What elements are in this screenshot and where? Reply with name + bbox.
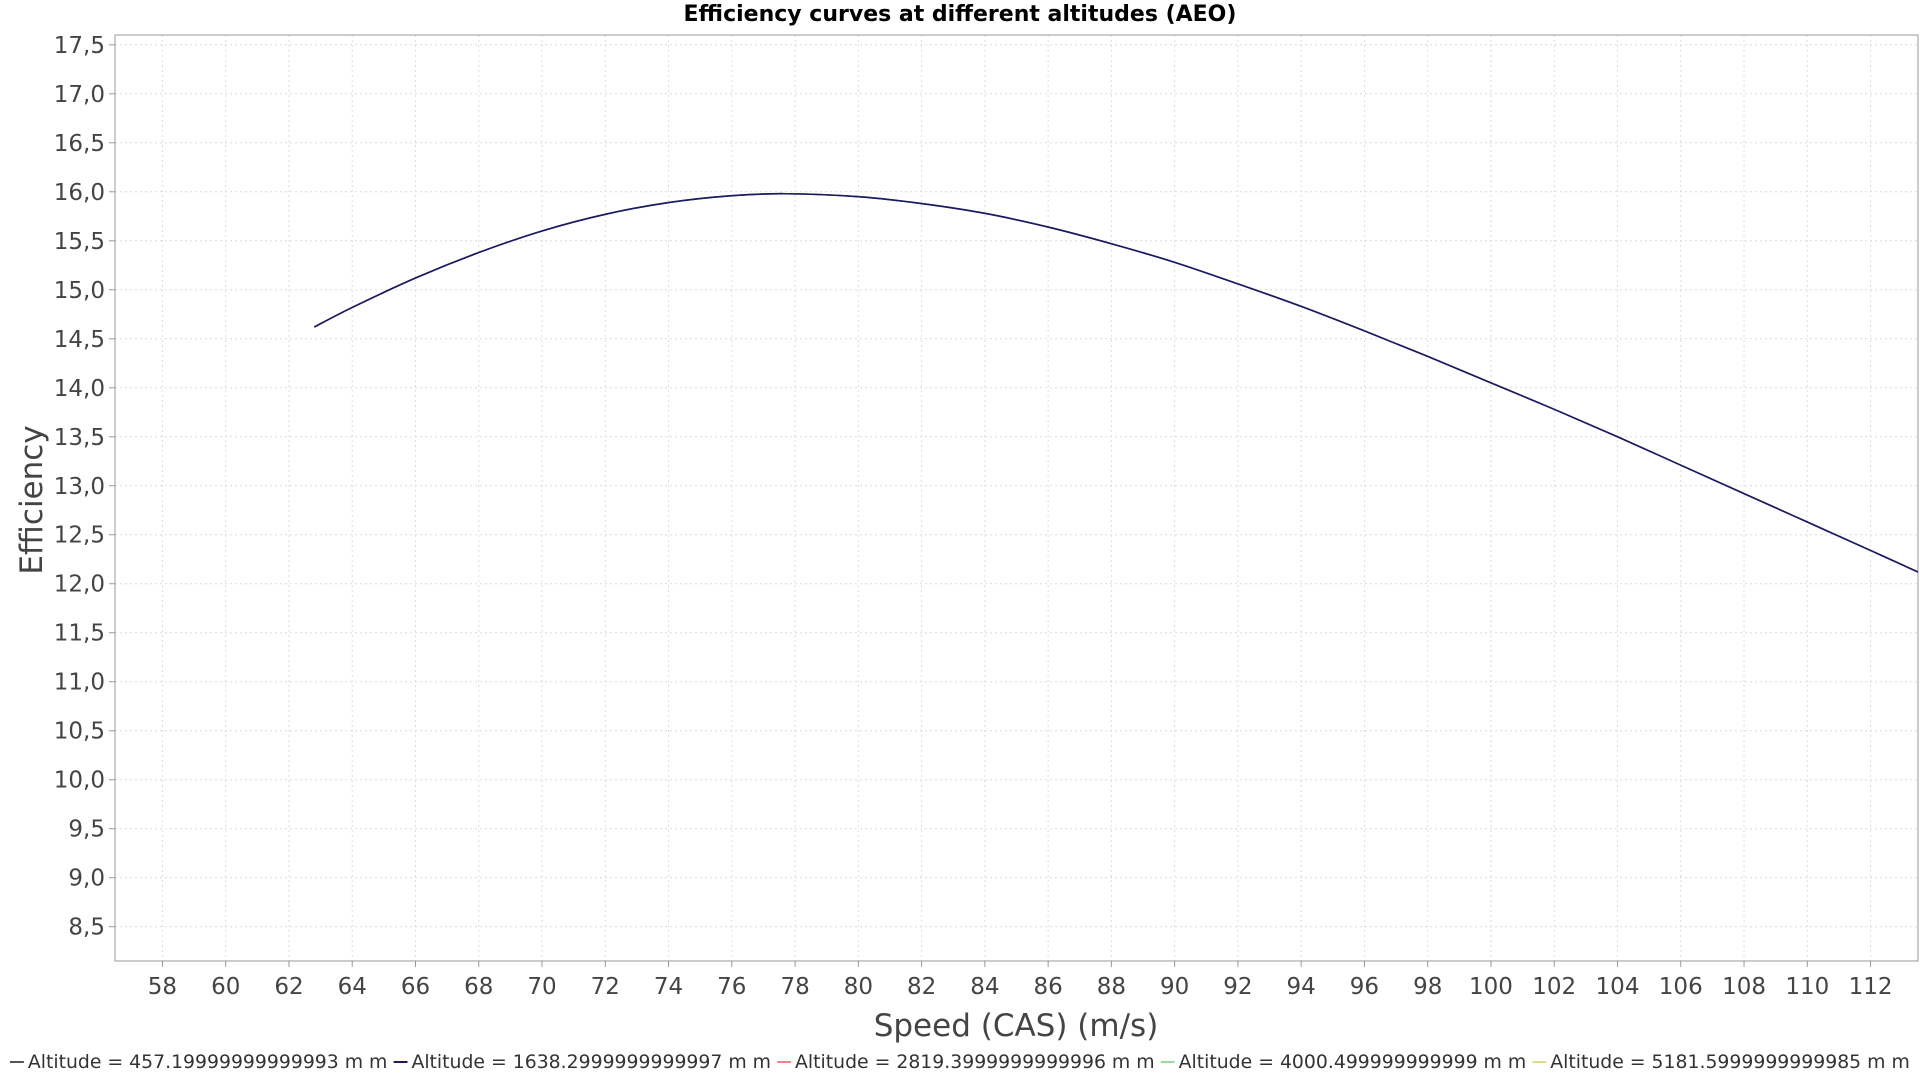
x-tick-label: 112: [1849, 974, 1893, 1000]
x-tick-label: 70: [527, 974, 556, 1000]
x-tick-label: 82: [907, 974, 936, 1000]
series-layer: [313, 192, 1918, 573]
y-tick-label: 10,5: [54, 719, 105, 745]
y-axis: 8,5 9,0 9,5 10,0 10,5 11,0 11,5 12,0 12,5 13,0 13,…: [54, 33, 115, 941]
y-tick-label: 17,0: [54, 82, 105, 108]
x-tick-label: 68: [464, 974, 493, 1000]
y-axis-label: Efficiency: [14, 425, 50, 574]
x-tick-label: 64: [338, 974, 367, 1000]
y-tick-label: 13,0: [54, 474, 105, 500]
x-tick-label: 90: [1160, 974, 1189, 1000]
y-tick-label: 16,0: [54, 180, 105, 206]
legend-label: Altitude = 457.19999999999993 m m: [28, 1051, 388, 1073]
x-tick-label: 62: [274, 974, 303, 1000]
x-axis-label: Speed (CAS) (m/s): [874, 1008, 1159, 1044]
x-tick-label: 60: [211, 974, 240, 1000]
y-tick-label: 14,0: [54, 376, 105, 402]
x-tick-label: 106: [1659, 974, 1703, 1000]
x-tick-label: 102: [1532, 974, 1576, 1000]
x-axis: 58 60 62 64 66 68 70 72 74 76 78 80 82 84 86 88 90 92 94 96…: [148, 961, 1893, 1000]
y-tick-label: 12,0: [54, 572, 105, 598]
y-tick-label: 14,5: [54, 327, 105, 353]
plot-frame: [114, 34, 1919, 962]
x-tick-label: 86: [1033, 974, 1062, 1000]
y-tick-label: 10,0: [54, 768, 105, 794]
x-tick-label: 110: [1785, 974, 1829, 1000]
y-tick-label: 9,5: [68, 817, 105, 843]
x-tick-label: 72: [591, 974, 620, 1000]
legend-label: Altitude = 2819.3999999999996 m m: [795, 1051, 1155, 1073]
x-tick-label: 78: [780, 974, 809, 1000]
legend-item: Altitude = 457.19999999999993 m m: [10, 1051, 387, 1073]
legend-item: Altitude = 5181.5999999999985 m m: [1532, 1051, 1910, 1073]
y-tick-label: 11,5: [54, 621, 105, 647]
y-tick-label: 16,5: [54, 131, 105, 157]
y-tick-label: 9,0: [68, 866, 105, 892]
x-tick-label: 108: [1722, 974, 1766, 1000]
x-tick-label: 88: [1097, 974, 1126, 1000]
y-tick-label: 13,5: [54, 425, 105, 451]
y-tick-label: 11,0: [54, 670, 105, 696]
chart-title: Efficiency curves at different altitudes…: [684, 2, 1237, 27]
legend-label: Altitude = 4000.499999999999 m m: [1179, 1051, 1527, 1073]
x-tick-label: 96: [1350, 974, 1379, 1000]
grid: [115, 35, 1918, 961]
y-tick-label: 17,5: [54, 33, 105, 59]
legend: Altitude = 457.19999999999993 m m Altitud…: [10, 1051, 1910, 1073]
x-tick-label: 66: [401, 974, 430, 1000]
y-tick-label: 12,5: [54, 523, 105, 549]
x-tick-label: 84: [970, 974, 999, 1000]
x-tick-label: 92: [1223, 974, 1252, 1000]
y-tick-label: 15,5: [54, 229, 105, 255]
x-tick-label: 94: [1287, 974, 1316, 1000]
x-tick-label: 76: [717, 974, 746, 1000]
x-tick-label: 104: [1596, 974, 1640, 1000]
y-tick-label: 8,5: [68, 915, 105, 941]
legend-item: Altitude = 4000.499999999999 m m: [1160, 1051, 1527, 1073]
legend-item: Altitude = 2819.3999999999996 m m: [777, 1051, 1155, 1073]
series-line-2: [313, 192, 1918, 573]
x-tick-label: 74: [654, 974, 683, 1000]
x-tick-label: 100: [1469, 974, 1513, 1000]
legend-item: Altitude = 1638.2999999999997 m m: [393, 1051, 771, 1073]
x-tick-label: 80: [844, 974, 873, 1000]
y-tick-label: 15,0: [54, 278, 105, 304]
legend-label: Altitude = 1638.2999999999997 m m: [411, 1051, 771, 1073]
legend-label: Altitude = 5181.5999999999985 m m: [1550, 1051, 1910, 1073]
x-tick-label: 58: [148, 974, 177, 1000]
series-line-1: [313, 192, 1918, 573]
x-tick-label: 98: [1413, 974, 1442, 1000]
